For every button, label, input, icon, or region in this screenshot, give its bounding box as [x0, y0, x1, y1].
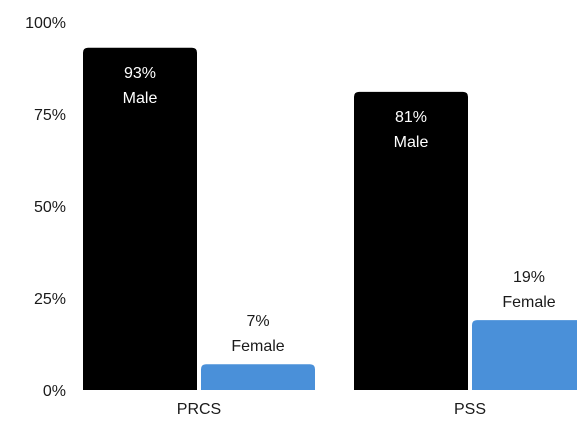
bars: 93% Male 7% Female 81% Male 19% Female: [83, 47, 577, 391]
y-tick-label: 0%: [43, 383, 66, 400]
bar-pss-series-1: [354, 91, 468, 391]
data-label-pss-series-1: Male: [394, 134, 429, 151]
y-tick-label: 75%: [34, 107, 66, 124]
data-label-pss-series-1: 81%: [395, 109, 427, 126]
y-tick-label: 25%: [34, 291, 66, 308]
data-label-pss-series-2: Female: [502, 294, 555, 311]
x-axis: PRCS PSS: [177, 401, 486, 418]
bar-prcs-series-2: [201, 364, 315, 390]
bar-pss-series-2: [472, 320, 577, 390]
data-label-prcs-series-1: 93%: [124, 65, 156, 82]
category-label: PRCS: [177, 401, 221, 418]
data-label-pss-series-2: 19%: [513, 269, 545, 286]
y-axis: 0% 25% 50% 75% 100%: [25, 15, 66, 400]
category-label: PSS: [454, 401, 486, 418]
data-label-prcs-series-2: Female: [231, 338, 284, 355]
bar-prcs-series-1: [83, 47, 197, 390]
data-label-prcs-series-1: Male: [123, 90, 158, 107]
y-tick-label: 100%: [25, 15, 66, 32]
y-tick-label: 50%: [34, 199, 66, 216]
data-label-prcs-series-2: 7%: [246, 313, 269, 330]
